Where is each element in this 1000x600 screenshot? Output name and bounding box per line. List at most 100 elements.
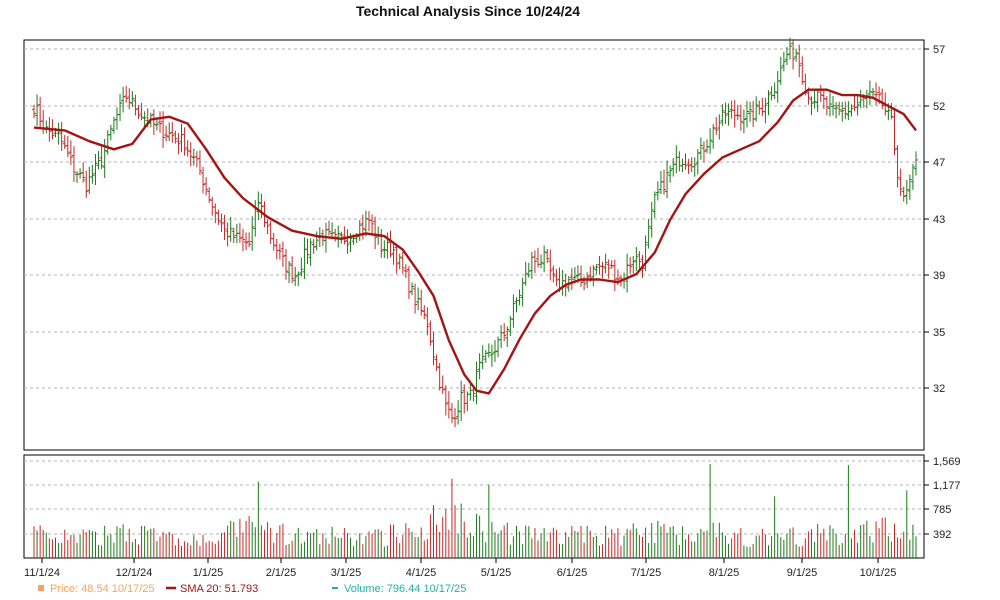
price-bar [139, 102, 144, 121]
price-bar [729, 100, 734, 119]
price-bar [93, 154, 98, 186]
price-bar [775, 70, 780, 103]
price-bar [114, 107, 119, 130]
price-bars [32, 37, 918, 428]
price-bar [81, 162, 86, 183]
price-bar [658, 171, 663, 195]
date-tick-label: 10/1/25 [860, 567, 897, 579]
volume-tick-label: 785 [933, 504, 951, 516]
price-bar [655, 181, 660, 201]
price-bar [701, 141, 706, 163]
price-bar [631, 256, 636, 274]
price-bar [834, 101, 839, 119]
price-bar [268, 220, 273, 244]
price-bar [68, 140, 73, 166]
price-bar [846, 101, 851, 121]
price-bar [280, 241, 285, 267]
date-tick-label: 12/1/24 [116, 567, 153, 579]
price-bar [237, 223, 242, 243]
price-bar [314, 231, 319, 251]
volume-axis: 1,569 1,177 785 392 [924, 456, 961, 541]
price-tick-label: 35 [933, 327, 945, 339]
price-bar [462, 384, 467, 414]
price-bar [345, 229, 350, 254]
price-bar [477, 353, 482, 380]
price-bar [612, 259, 617, 292]
price-bar [265, 219, 270, 235]
price-bar [720, 104, 725, 126]
price-bar [231, 227, 236, 244]
price-bar [293, 266, 298, 286]
price-bar [827, 92, 832, 117]
price-bar [867, 80, 872, 106]
price-bar [511, 294, 516, 328]
chart-title: Technical Analysis Since 10/24/24 [356, 3, 580, 19]
legend-item: SMA 20: 51.793 [166, 583, 258, 595]
price-bar [290, 256, 295, 284]
price-bar [505, 326, 510, 347]
price-bar [732, 100, 737, 128]
price-bar [717, 114, 722, 140]
price-bar [164, 125, 169, 142]
legend-label: Price: 48.54 10/17/25 [50, 583, 155, 595]
price-bar [360, 214, 365, 240]
price-bar [302, 237, 307, 280]
price-bar [240, 228, 245, 252]
price-bar [170, 121, 175, 143]
price-bar [449, 402, 454, 424]
price-bar [744, 100, 749, 128]
price-bar [741, 109, 746, 134]
price-bar [207, 187, 212, 203]
price-bar [41, 109, 46, 134]
price-bar [858, 89, 863, 108]
price-bar [296, 271, 301, 286]
price-bar [502, 323, 507, 342]
price-bar [692, 157, 697, 177]
price-bar [121, 86, 126, 113]
price-bar [305, 238, 310, 265]
price-bar [815, 89, 820, 113]
price-bar [197, 150, 202, 176]
price-bar [625, 253, 630, 293]
price-bar [757, 100, 762, 115]
price-bar [609, 260, 614, 269]
price-gridlines [24, 48, 924, 535]
price-bar [895, 145, 900, 188]
legend-swatch-price [38, 585, 44, 591]
price-bar [579, 265, 584, 287]
sma-series [33, 88, 917, 395]
price-bar [560, 270, 565, 296]
price-bar [606, 259, 611, 279]
price-bar [708, 128, 713, 154]
price-bar [32, 104, 36, 119]
price-bar [677, 151, 682, 172]
price-bar [539, 254, 544, 269]
price-bar [843, 101, 848, 120]
price-bar [892, 107, 897, 156]
price-bar [188, 142, 193, 167]
price-bar [84, 170, 89, 198]
price-bar [548, 249, 553, 281]
price-bar [87, 166, 92, 195]
price-bar [446, 391, 451, 419]
price-tick-label: 52 [933, 101, 945, 113]
price-bar [35, 94, 40, 126]
price-bar [99, 146, 104, 170]
price-bar [545, 248, 550, 263]
price-bar [373, 216, 378, 250]
price-bar [394, 244, 399, 274]
price-bar [259, 193, 264, 219]
price-bar [523, 261, 528, 286]
price-bar [754, 96, 759, 122]
price-bar [634, 247, 639, 272]
price-bar [597, 255, 602, 275]
price-bar [219, 213, 224, 232]
price-bar [748, 101, 753, 122]
price-bar [591, 265, 596, 287]
price-bar [474, 361, 479, 405]
price-bar [637, 251, 642, 270]
price-bar [769, 86, 774, 101]
price-bar [59, 121, 64, 152]
price-bar [514, 297, 519, 313]
price-bar [225, 222, 230, 247]
